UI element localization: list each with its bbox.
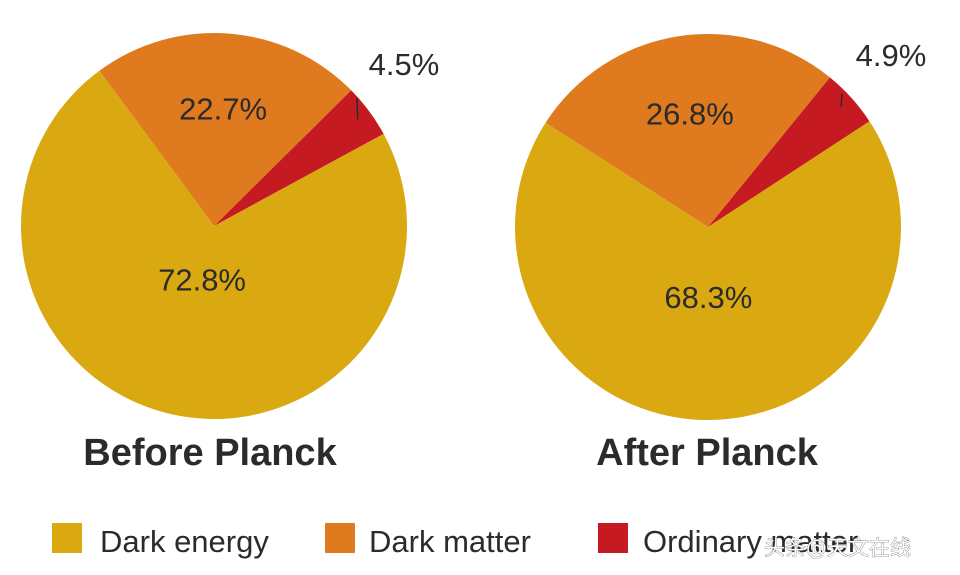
legend-swatch-dark-matter [325,523,355,553]
slice-label-dark-matter: 26.8% [646,96,734,131]
slice-label-dark-matter: 22.7% [179,91,267,126]
slice-label-dark-energy: 72.8% [158,263,246,298]
slice-ordinary-matter [214,90,384,227]
slice-label-ordinary-matter: 4.9% [856,38,927,73]
leader-line-ordinary-matter [840,93,843,108]
legend-swatch-dark-energy [52,523,82,553]
pie-before-planck: 4.5% 22.7% 72.8% [21,33,439,419]
watermark-text: 头条@天文在线 [764,536,911,560]
leader-line-ordinary-matter [356,97,359,120]
legend: Dark energy Dark matter Ordinary matter [52,523,858,559]
slice-dark-matter [99,33,352,227]
legend-label-dark-energy: Dark energy [100,524,269,559]
slice-dark-energy [21,70,408,419]
slice-ordinary-matter [708,77,870,228]
slice-dark-matter [545,34,830,228]
pie-title-before-planck: Before Planck [83,432,337,474]
slice-label-ordinary-matter: 4.5% [369,47,440,82]
legend-label-ordinary-matter: Ordinary matter [643,524,858,559]
legend-swatch-ordinary-matter [598,523,628,553]
legend-label-dark-matter: Dark matter [369,524,531,559]
pie-after-planck: 4.9% 26.8% 68.3% [515,34,927,421]
pie-title-after-planck: After Planck [596,432,819,474]
slice-label-dark-energy: 68.3% [664,280,752,315]
slice-dark-energy [515,121,901,421]
